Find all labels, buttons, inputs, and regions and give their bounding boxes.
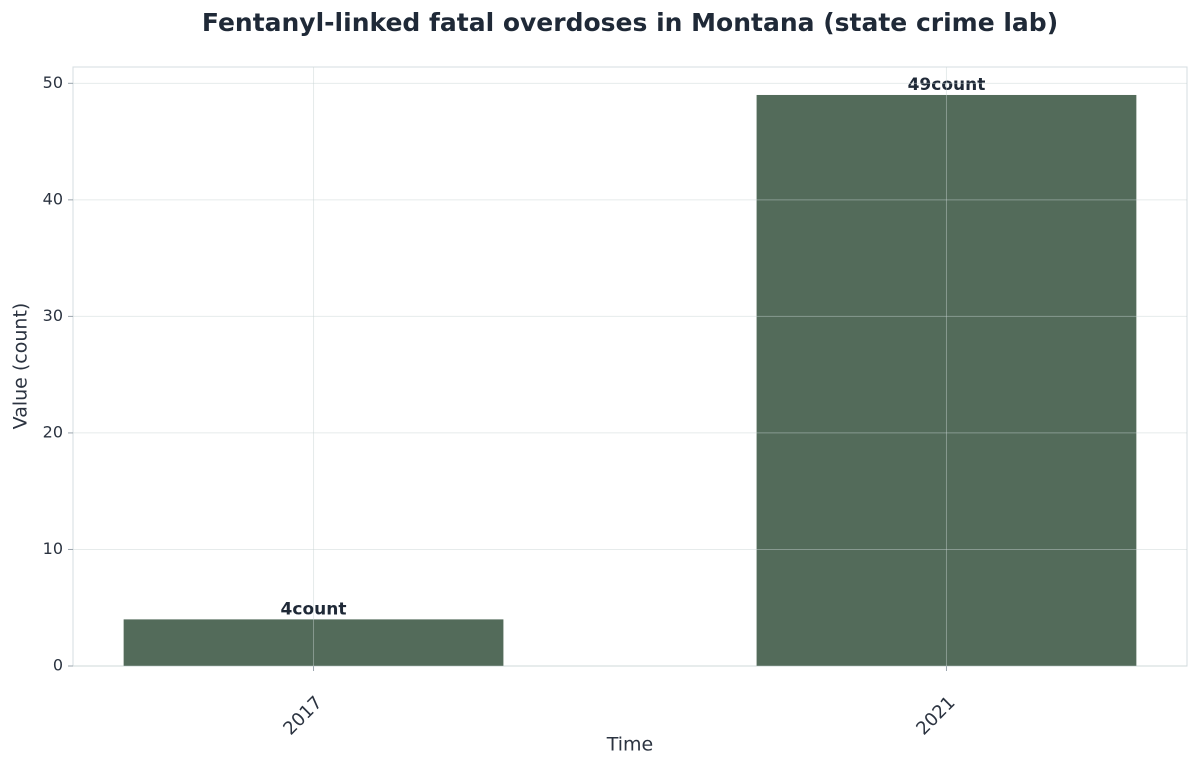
y-tick-label: 20 (43, 422, 63, 441)
plot-area (72, 66, 1188, 667)
x-tick-label: 2017 (279, 692, 326, 739)
bar (123, 619, 504, 666)
y-tick-label: 0 (53, 656, 63, 675)
y-axis-label: Value (count) (10, 303, 32, 430)
y-tick-label: 10 (43, 539, 63, 558)
value-label: 49count (908, 75, 986, 95)
x-axis-label: Time (606, 734, 654, 756)
chart-title: Fentanyl-linked fatal overdoses in Monta… (202, 8, 1058, 37)
y-tick-label: 30 (43, 306, 63, 325)
y-tick-label: 40 (43, 189, 63, 208)
value-label: 4count (281, 599, 347, 619)
x-tick-label: 2021 (912, 692, 959, 739)
bar (756, 94, 1137, 666)
y-tick-label: 50 (43, 73, 63, 92)
